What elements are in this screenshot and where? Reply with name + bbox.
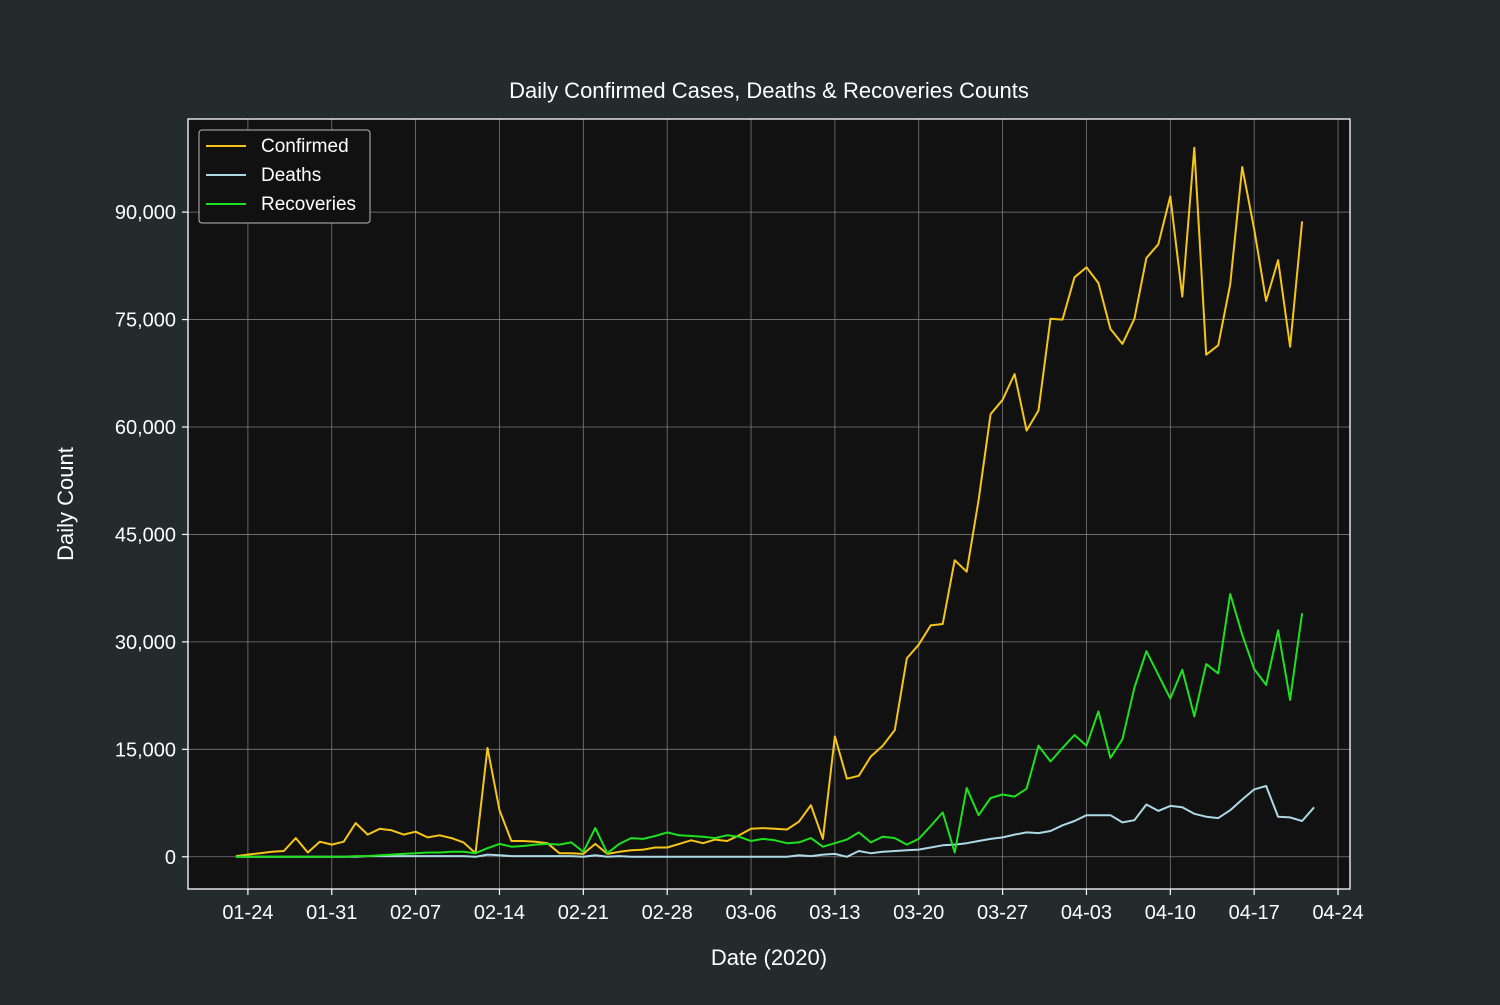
x-tick-label: 03-27 xyxy=(977,902,1028,924)
x-tick-label: 02-07 xyxy=(390,902,441,924)
x-tick-label: 04-03 xyxy=(1061,902,1112,924)
x-axis-label: Date (2020) xyxy=(711,945,827,970)
legend-label-recoveries: Recoveries xyxy=(261,194,356,215)
x-tick-label: 03-13 xyxy=(809,902,860,924)
legend-label-confirmed: Confirmed xyxy=(261,136,349,157)
y-tick-label: 15,000 xyxy=(115,739,176,761)
x-tick-label: 04-10 xyxy=(1145,902,1196,924)
plot-frame xyxy=(187,118,1351,890)
x-tick-label: 01-24 xyxy=(222,902,273,924)
y-axis: 0 15,000 30,000 45,000 60,000 75,000 90,000 xyxy=(115,202,188,869)
x-tick-label: 03-06 xyxy=(725,902,776,924)
x-tick-label: 02-21 xyxy=(558,902,609,924)
x-tick-label: 02-14 xyxy=(474,902,525,924)
x-tick-label: 03-20 xyxy=(893,902,944,924)
x-tick-label: 02-28 xyxy=(642,902,693,924)
series-lines xyxy=(235,146,1315,858)
legend-label-deaths: Deaths xyxy=(261,165,321,186)
y-tick-label: 60,000 xyxy=(115,417,176,439)
legend-box xyxy=(198,129,371,224)
y-tick-label: 90,000 xyxy=(115,202,176,224)
series-line-confirmed xyxy=(235,146,1304,858)
x-tick-label: 04-17 xyxy=(1229,902,1280,924)
chart-title: Daily Confirmed Cases, Deaths & Recoveri… xyxy=(509,78,1029,103)
y-tick-label: 75,000 xyxy=(115,310,176,332)
y-tick-label: 45,000 xyxy=(115,524,176,546)
y-axis-label: Daily Count xyxy=(53,447,78,561)
x-tick-label: 01-31 xyxy=(306,902,357,924)
x-tick-label: 04-24 xyxy=(1312,902,1363,924)
y-tick-label: 30,000 xyxy=(115,632,176,654)
x-axis: 01-24 01-31 02-07 02-14 02-21 02-28 03-06 03-13… xyxy=(222,889,1364,924)
legend: Confirmed Deaths Recoveries xyxy=(198,129,371,224)
y-tick-label: 0 xyxy=(165,847,176,869)
series-line-recoveries xyxy=(235,592,1304,858)
series-line-deaths xyxy=(235,784,1315,858)
